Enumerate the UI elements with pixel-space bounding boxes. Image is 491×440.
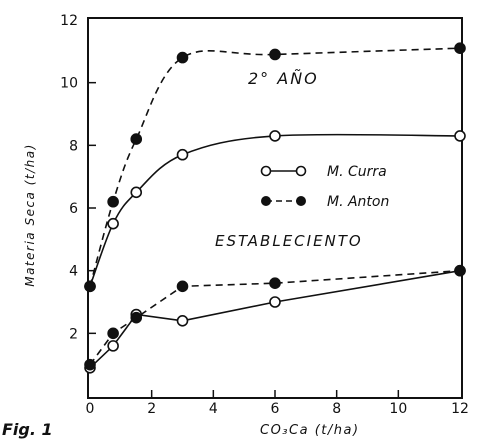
y-tick-label: 10: [60, 76, 78, 92]
x-axis-label: CO₃Ca (t/ha): [260, 423, 360, 438]
curves: [89, 47, 461, 369]
x-tick-label: 6: [271, 401, 280, 417]
x-tick-label: 4: [209, 401, 218, 417]
y-tick-label: 8: [69, 138, 78, 154]
legend-marker-m-anton-filled-2: [296, 196, 306, 206]
x-tick-label: 2: [147, 401, 156, 417]
y-tick-label: 2: [69, 326, 78, 342]
legend-marker-m-curra-open-2: [295, 165, 307, 177]
data-point-series-0: [107, 217, 119, 230]
x-axis-ticks: 0 2 4 6 8 10 12: [86, 390, 469, 417]
data-point-series-2: [176, 314, 189, 327]
y-tick-label: 6: [69, 201, 78, 217]
annotation-segundo-ano: 2° AÑO: [248, 69, 319, 88]
data-point-series-3: [269, 277, 281, 290]
data-point-series-3: [176, 280, 189, 293]
x-tick-label: 8: [332, 401, 341, 417]
x-tick-label: 12: [451, 401, 469, 417]
data-point-series-2: [269, 296, 281, 308]
y-axis-label: Materia Seca (t/ha): [23, 143, 37, 287]
legend-marker-m-curra-open: [260, 165, 272, 177]
data-point-series-0: [176, 148, 189, 161]
annotation-establecimiento: ESTABLECIENTO: [215, 232, 363, 250]
data-points: [84, 42, 466, 374]
data-point-series-3: [454, 264, 466, 277]
data-point-series-3: [130, 311, 143, 324]
legend-label-m-curra: M. Curra: [327, 164, 387, 180]
data-point-series-1: [130, 133, 143, 145]
data-point-series-3: [107, 327, 119, 340]
data-point-series-3: [84, 358, 96, 371]
x-tick-label: 0: [86, 401, 95, 417]
data-point-series-0: [454, 130, 466, 142]
data-point-series-1: [84, 280, 96, 293]
series-line-0: [89, 133, 461, 287]
series-line-3: [89, 269, 461, 366]
legend-label-m-anton: M. Anton: [327, 194, 389, 210]
legend: M. Curra M. Anton: [260, 164, 389, 210]
data-point-series-0: [130, 186, 143, 199]
y-tick-label: 4: [69, 264, 78, 280]
data-point-series-0: [269, 130, 281, 142]
data-point-series-1: [454, 42, 466, 55]
legend-marker-m-anton-filled: [261, 196, 271, 206]
y-tick-label: 12: [60, 13, 78, 29]
x-tick-label: 10: [389, 401, 407, 417]
data-point-series-1: [107, 195, 119, 208]
data-point-series-1: [269, 48, 281, 61]
series-line-1: [89, 47, 461, 287]
data-point-series-2: [107, 340, 119, 352]
figure-caption: Fig. 1: [2, 420, 53, 439]
y-axis-ticks: 2 4 6 8 10 12: [60, 13, 96, 342]
data-point-series-1: [176, 51, 189, 64]
